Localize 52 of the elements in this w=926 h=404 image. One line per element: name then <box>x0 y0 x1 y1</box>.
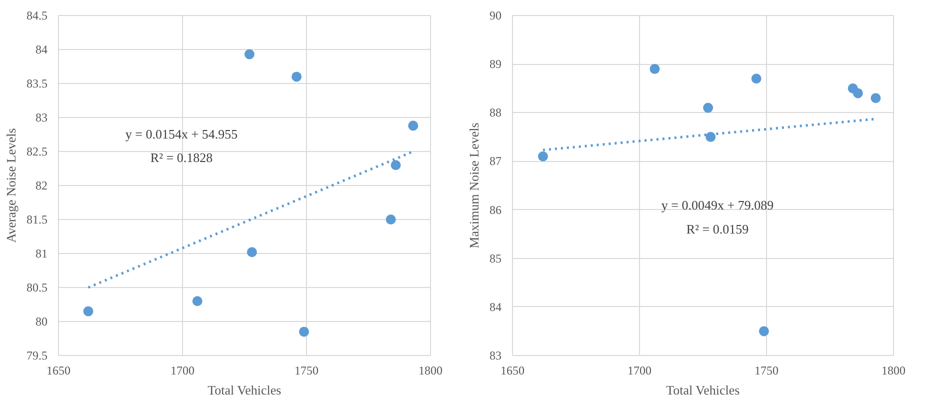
y-tick-label: 80.5 <box>26 280 48 294</box>
point <box>650 64 660 74</box>
point <box>703 102 714 113</box>
annotation: y = 0.0049x + 79.089 <box>661 198 774 213</box>
point <box>538 151 548 162</box>
y-tick-label: 83.5 <box>26 76 48 90</box>
x-tick-label: 1800 <box>882 364 906 378</box>
x-axis-title: Total Vehicles <box>208 382 282 398</box>
point <box>386 214 396 224</box>
annotation: R² = 0.1828 <box>150 150 213 166</box>
y-tick-label: 79.5 <box>26 348 48 362</box>
point <box>83 306 94 316</box>
point <box>408 120 418 131</box>
point <box>244 49 254 60</box>
y-tick-label: 87 <box>490 154 502 168</box>
y-tick-label: 82 <box>36 178 48 192</box>
x-tick-label: 1650 <box>46 364 70 378</box>
x-tick-label: 1750 <box>294 364 318 378</box>
annotation: y = 0.0154x + 54.955 <box>125 126 238 142</box>
annotation: R² = 0.0159 <box>686 222 749 236</box>
y-tick-label: 84.5 <box>26 8 48 22</box>
point <box>852 88 863 98</box>
x-tick-label: 1700 <box>628 364 652 378</box>
point <box>758 326 769 336</box>
point <box>246 247 257 258</box>
y-tick-label: 82.5 <box>26 144 48 158</box>
y-tick-label: 90 <box>490 8 502 22</box>
y-tick-label: 81 <box>36 246 48 260</box>
y-tick-label: 86 <box>490 202 502 217</box>
y-tick-label: 88 <box>490 106 502 120</box>
y-axis-title: Maximum Noise Levels <box>466 122 482 248</box>
y-tick-label: 85 <box>490 251 502 266</box>
point <box>390 160 401 170</box>
x-axis-title: Total Vehicles <box>666 382 740 398</box>
y-tick-label: 83 <box>490 348 502 362</box>
y-tick-label: 89 <box>490 57 502 72</box>
point <box>751 74 762 84</box>
point <box>192 296 202 306</box>
y-tick-label: 80 <box>36 314 48 328</box>
point <box>292 72 302 82</box>
y-tick-label: 84 <box>490 300 502 314</box>
point <box>299 326 310 337</box>
x-tick-label: 1750 <box>754 364 778 378</box>
point <box>870 93 881 104</box>
point <box>706 132 716 142</box>
y-tick-label: 84 <box>36 42 48 56</box>
y-tick-label: 81.5 <box>26 212 48 226</box>
y-axis-title: Average Noise Levels <box>4 128 18 243</box>
x-tick-label: 1700 <box>170 364 194 378</box>
x-tick-label: 1650 <box>500 364 524 378</box>
x-tick-label: 1800 <box>418 364 442 378</box>
y-tick-label: 83 <box>36 110 48 124</box>
